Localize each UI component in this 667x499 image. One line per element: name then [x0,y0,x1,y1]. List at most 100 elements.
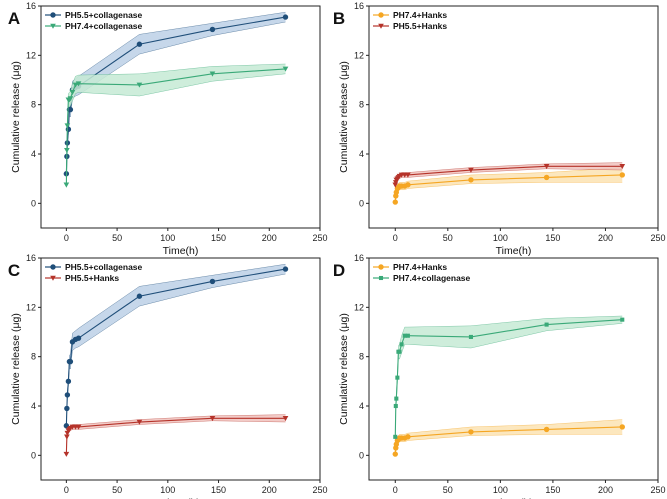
data-point [64,148,70,154]
data-point [282,14,289,20]
data-point [65,378,72,385]
data-point [392,182,399,188]
y-axis-label: Cumulative release (μg) [338,313,350,425]
error-band [395,419,623,456]
panel-B: 0 50 100 150 200 250 0 4 8 12 16 Time(h) Cumulative … [333,1,666,257]
x-tick-label: 200 [598,233,613,243]
x-tick-label: 200 [262,485,277,495]
data-point [468,334,473,339]
y-tick-label: 4 [359,149,364,159]
x-tick-label: 50 [112,233,122,243]
data-point [392,199,398,205]
x-tick-label: 0 [393,233,398,243]
data-point [209,26,216,33]
legend-marker [50,23,56,29]
x-tick-label: 150 [545,485,560,495]
data-point [64,434,70,440]
data-point [395,375,400,380]
data-point [405,434,411,440]
data-point [619,164,626,170]
data-point [209,416,216,422]
data-point [75,424,82,430]
data-point [67,358,74,365]
band-lower-edge [66,21,286,177]
data-point [393,403,398,409]
error-band [66,414,286,456]
data-point [67,96,74,102]
data-point [282,266,289,272]
y-axis-label: Cumulative release (μg) [10,61,22,173]
data-point [69,90,76,96]
x-tick-label: 150 [545,233,560,243]
panel-A: 0 50 100 150 200 250 0 4 8 12 16 Time(h) Cumulative … [8,1,328,257]
x-tick-label: 150 [211,485,226,495]
plot-frame [368,5,659,229]
y-tick-label: 12 [354,50,364,60]
data-point [75,81,82,87]
data-point [402,333,407,338]
data-point [405,333,410,338]
data-point [544,322,549,327]
series-PH5.5+collagenase [63,263,289,429]
x-tick-label: 250 [312,233,327,243]
panel-letter: C [8,261,20,280]
legend-marker [378,12,384,18]
data-point [543,174,550,181]
x-tick-label: 150 [211,233,226,243]
legend-marker [50,275,56,281]
x-axis-label: Time(h) [163,245,199,257]
data-point [392,451,398,457]
y-axis-label: Cumulative release (μg) [10,313,22,425]
data-point [136,82,143,88]
legend-label: PH5.5+collagenase [65,10,143,20]
data-point [619,424,625,430]
legend-marker [50,264,56,270]
data-point [543,426,550,433]
y-tick-label: 16 [26,253,36,263]
error-band [66,264,286,429]
data-point [209,71,216,77]
x-tick-label: 100 [160,233,175,243]
series-PH7.4+collagenase [393,315,625,440]
x-tick-label: 100 [493,485,508,495]
data-point [282,416,289,422]
y-tick-label: 0 [359,450,364,460]
data-point [468,167,474,173]
y-tick-label: 0 [359,198,364,208]
series-PH5.5+Hanks [63,414,289,457]
y-tick-label: 8 [359,100,364,110]
plot-frame [40,257,321,481]
data-point [209,278,216,285]
data-point [393,434,398,439]
x-tick-label: 200 [598,485,613,495]
legend-marker [378,264,384,270]
data-point [405,182,411,188]
data-point [468,177,474,183]
data-point [65,126,72,133]
data-point [64,405,70,412]
panel-letter: B [333,9,345,28]
data-point [136,419,143,425]
y-tick-label: 8 [359,352,364,362]
data-point [64,123,71,129]
plot-frame [40,5,321,229]
panel-letter: D [333,261,345,280]
series-PH7.4+collagenase [63,63,289,188]
data-point [405,172,411,178]
legend-label: PH7.4+Hanks [393,262,447,272]
y-tick-label: 4 [359,401,364,411]
data-point [136,293,143,299]
legend-label: PH7.4+collagenase [393,273,471,283]
panel-letter: A [8,9,20,28]
y-tick-label: 0 [31,450,36,460]
data-point [394,396,399,401]
series-PH7.4+Hanks [392,419,625,457]
plot-frame [368,257,659,481]
y-tick-label: 16 [354,1,364,11]
y-tick-label: 8 [31,352,36,362]
x-tick-label: 250 [650,233,665,243]
panel-D: 0 50 100 150 200 250 0 4 8 12 16 Time (h) Cumulative… [333,253,666,499]
data-point [282,66,289,72]
x-axis-label: Time(h) [496,245,532,257]
